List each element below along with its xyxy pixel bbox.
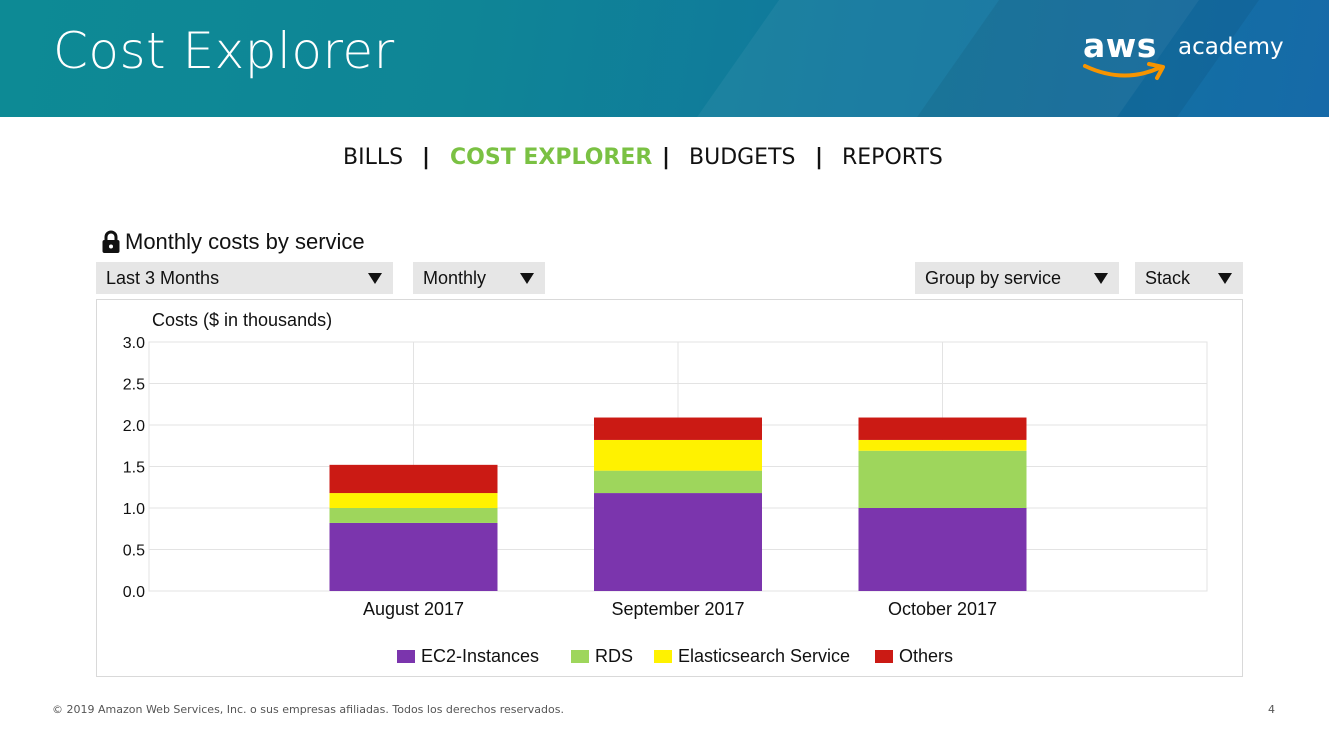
group-by-dropdown[interactable]: Group by service: [915, 262, 1119, 294]
legend-swatch: [397, 650, 415, 663]
nav-item-cost-explorer[interactable]: COST EXPLORER: [450, 145, 653, 170]
widget-title: Monthly costs by service: [125, 229, 365, 254]
lock-icon: [102, 230, 120, 253]
bar-segment-others: [329, 464, 498, 494]
y-tick-label: 1.0: [123, 501, 145, 518]
y-axis-title: Costs ($ in thousands): [152, 310, 332, 330]
legend-label: RDS: [595, 646, 633, 666]
legend-swatch: [654, 650, 672, 663]
bar-segment-others: [594, 417, 762, 440]
nav-separator: |: [422, 145, 431, 170]
bar-segment-rds: [858, 450, 1027, 508]
chart-panel: 3.0 2.5 2.0 1.5 1.0 0.5 0.0 Costs ($ in thousan…: [96, 299, 1243, 677]
aws-academy-logo: aws academy: [1083, 26, 1284, 88]
bar-segment-ec2-instances: [594, 493, 762, 591]
bar-segment-ec2-instances: [329, 522, 498, 591]
bar-segment-rds: [594, 470, 762, 494]
bar-segment-rds: [329, 508, 498, 523]
page-number: 4: [1268, 703, 1275, 716]
logo-brand: aws: [1083, 26, 1157, 65]
bar-segment-elasticsearch-service: [329, 493, 498, 508]
x-tick-label: August 2017: [363, 599, 464, 619]
caret-down-icon: [1094, 272, 1108, 284]
bar-segment-elasticsearch-service: [594, 439, 762, 471]
legend-swatch: [571, 650, 589, 663]
bar-segment-elasticsearch-service: [858, 439, 1027, 451]
y-tick-label: 2.5: [123, 377, 145, 394]
nav-item-bills[interactable]: BILLS: [343, 145, 404, 170]
smile-arrow-icon: [1083, 62, 1165, 80]
caret-down-icon: [1218, 272, 1232, 284]
chart-style-dropdown[interactable]: Stack: [1135, 262, 1243, 294]
y-tick-label: 3.0: [123, 335, 145, 352]
y-tick-label: 2.0: [123, 418, 145, 435]
slide-title: Cost Explorer: [53, 22, 395, 80]
legend-label: Others: [899, 646, 953, 666]
nav-item-budgets[interactable]: BUDGETS: [689, 145, 796, 170]
billing-nav: BILLS | COST EXPLORER | BUDGETS | REPORT…: [0, 145, 1329, 177]
y-tick-label: 1.5: [123, 460, 145, 477]
time-range-dropdown[interactable]: Last 3 Months: [96, 262, 393, 294]
logo-suffix: academy: [1178, 34, 1284, 60]
caret-down-icon: [368, 272, 382, 284]
title-banner: Cost Explorer aws academy: [0, 0, 1329, 117]
bar-segment-others: [858, 417, 1027, 440]
x-tick-label: September 2017: [611, 599, 744, 619]
y-tick-label: 0.0: [123, 584, 145, 601]
nav-item-reports[interactable]: REPORTS: [842, 145, 943, 170]
granularity-value: Monthly: [423, 267, 487, 288]
time-range-value: Last 3 Months: [106, 267, 220, 288]
copyright-notice: © 2019 Amazon Web Services, Inc. o sus e…: [52, 703, 564, 716]
chart-style-value: Stack: [1145, 267, 1191, 288]
legend-swatch: [875, 650, 893, 663]
x-tick-label: October 2017: [888, 599, 997, 619]
legend-label: EC2-Instances: [421, 646, 539, 666]
bar-segment-ec2-instances: [858, 508, 1027, 591]
cost-chart: 3.0 2.5 2.0 1.5 1.0 0.5 0.0 Costs ($ in thousan…: [123, 310, 1208, 666]
nav-separator: |: [662, 145, 671, 170]
caret-down-icon: [520, 272, 534, 284]
legend-label: Elasticsearch Service: [678, 646, 850, 666]
widget-header: Monthly costs by service: [101, 228, 365, 256]
y-tick-label: 0.5: [123, 543, 145, 560]
group-by-value: Group by service: [925, 267, 1062, 288]
nav-separator: |: [815, 145, 824, 170]
granularity-dropdown[interactable]: Monthly: [413, 262, 545, 294]
